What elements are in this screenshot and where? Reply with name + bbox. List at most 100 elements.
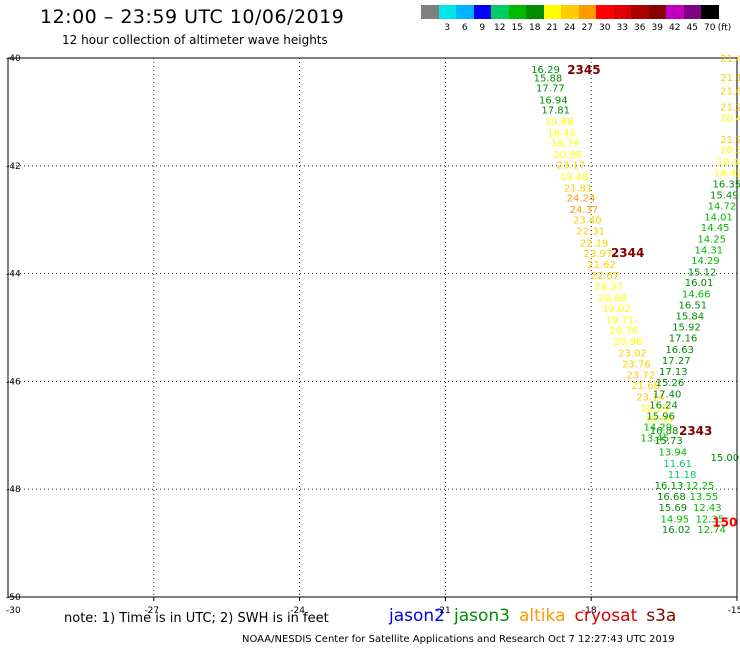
legend-swatch [543, 5, 561, 19]
legend-swatch [456, 5, 474, 19]
swh-label-jason3: 18.79 [551, 139, 580, 150]
y-tick-label: -44 [6, 270, 21, 280]
swh-label-altika: 14.29 [643, 423, 672, 434]
swh-label-jason3: 16.94 [539, 96, 568, 107]
legend-swatch [683, 5, 701, 19]
satellite-label-s3a: s3a [646, 606, 677, 626]
swh-label-jason3: 22.31 [576, 226, 605, 237]
swh-label-altika: 17.13 [659, 367, 688, 378]
swh-label-altika: 16.24 [649, 401, 678, 412]
y-tick-label: -46 [6, 377, 21, 387]
swh-label-altika: 14.01 [704, 212, 733, 223]
legend-label: 18 [529, 23, 541, 33]
swh-label-jason3: 22.19 [580, 238, 609, 249]
legend-labels: 3 6 9 12 15 18 21 24 27 30 33 36 39 42 45 70 (ft) [421, 23, 740, 35]
legend-swatch [491, 5, 509, 19]
legend-swatch [631, 5, 649, 19]
swh-label-altika: 18.42 [714, 168, 740, 179]
swh-label-jason3: 23.02 [618, 348, 647, 359]
swh-label-jason3: 13.94 [659, 447, 688, 458]
x-tick-label: -15 [728, 606, 740, 616]
x-tick-label: -24 [290, 606, 305, 616]
legend-label: 3 [444, 23, 451, 33]
pass-label: 2343 [679, 424, 712, 438]
swh-label-jason3: 20.29 [641, 404, 670, 415]
swh-label-jason3: 19.71 [606, 315, 635, 326]
swh-label-jason3: 23.17 [556, 161, 585, 172]
swh-label-altika: 14.66 [682, 290, 711, 301]
legend-label: 36 [634, 23, 646, 33]
corner-tick-label: -30 [6, 606, 21, 616]
page-title: 12:00 – 23:59 UTC 10/06/2019 [40, 6, 345, 28]
swh-label-jason3: 17.81 [541, 106, 570, 117]
satellite-label-altika: altika [519, 606, 566, 626]
x-tick-label: -27 [144, 606, 159, 616]
swh-label-altika: 14.45 [701, 223, 730, 234]
satellite-legend: jason2 jason3 altika cryosat s3a [389, 606, 685, 626]
swh-label-jason3: 17.77 [536, 84, 565, 95]
legend-label: 45 [686, 23, 698, 33]
swh-label-jason3: 16.68 [657, 492, 686, 503]
legend-label: 12 [494, 23, 506, 33]
y-tick-label: -40 [6, 54, 21, 64]
swh-label-jason3: 24.37 [570, 205, 599, 216]
swh-label-altika: 17.40 [653, 389, 682, 400]
swh-label-altika: 16.63 [665, 345, 694, 356]
swh-label-jason3: 14.95 [660, 514, 689, 525]
swh-label-altika: 13.55 [690, 492, 719, 503]
swh-label-jason3: 16.88 [650, 426, 679, 437]
satellite-label-jason2: jason2 [389, 606, 445, 626]
legend-label: 9 [479, 23, 486, 33]
swh-label-altika: 19.94 [717, 157, 740, 168]
legend-label: 27 [581, 23, 593, 33]
swh-label-jason3: 20.88 [598, 293, 627, 304]
swh-label-jason3: 21.62 [587, 260, 616, 271]
swh-label-altika: 20.40 [720, 113, 740, 124]
swh-label-jason3: 20.85 [554, 150, 583, 161]
swh-label-altika: 15.49 [710, 190, 739, 201]
swh-label-altika: 20.30 [720, 146, 740, 157]
swh-label-altika: 15.96 [646, 411, 675, 422]
swh-label-altika: 14.72 [708, 202, 737, 213]
legend-label: 21 [546, 23, 558, 33]
swh-label-jason3: 20.37 [594, 282, 623, 293]
swh-label-jason3: 24.24 [567, 194, 596, 205]
swh-label-jason3: 23.14 [636, 392, 665, 403]
swh-label-jason3: 23.40 [573, 216, 602, 227]
legend-label: 24 [564, 23, 576, 33]
legend-swatch [526, 5, 544, 19]
swh-label-altika: 21.60 [720, 86, 740, 97]
swh-label-altika: 15.84 [676, 312, 705, 323]
swh-label-jason3: 11.18 [668, 470, 697, 481]
legend-label: 30 [599, 23, 611, 33]
legend-label: 70 [704, 23, 716, 33]
swh-label-altika: 21.70 [720, 135, 740, 146]
swh-label-altika: 15.12 [688, 267, 717, 278]
color-legend: 3 6 9 12 15 18 21 24 27 30 33 36 39 42 45 70 (ft) [421, 5, 731, 33]
swh-label-jason3: 20.96 [614, 337, 643, 348]
legend-label: 33 [616, 23, 628, 33]
swh-label-jason3: 18.45 [547, 128, 576, 139]
legend-swatches [421, 5, 719, 19]
swh-label-altika: 12.43 [693, 503, 722, 514]
swh-label-jason3: 11.61 [663, 459, 692, 470]
legend-swatch [561, 5, 579, 19]
legend-unit-label: (ft) [717, 23, 732, 33]
legend-swatch [613, 5, 631, 19]
legend-swatch [701, 5, 719, 19]
footnote: note: 1) Time is in UTC; 2) SWH is in fe… [64, 611, 329, 626]
swh-label-jason3: 19.48 [560, 172, 589, 183]
swh-label-jason3: 23.97 [584, 249, 613, 260]
page-subtitle: 12 hour collection of altimeter wave hei… [62, 33, 328, 47]
satellite-label-cryosat: cryosat [574, 606, 638, 626]
legend-label: 42 [669, 23, 681, 33]
swh-label-altika: 16.01 [685, 278, 714, 289]
swh-label-altika: 12.25 [686, 481, 715, 492]
legend-label: 39 [651, 23, 663, 33]
swh-label-jason3: 16.29 [531, 65, 560, 76]
y-tick-label: -48 [6, 485, 21, 495]
pass-label: 2344 [611, 246, 644, 260]
swh-label-altika: 14.31 [694, 245, 723, 256]
satellite-label-jason3: jason3 [454, 606, 510, 626]
